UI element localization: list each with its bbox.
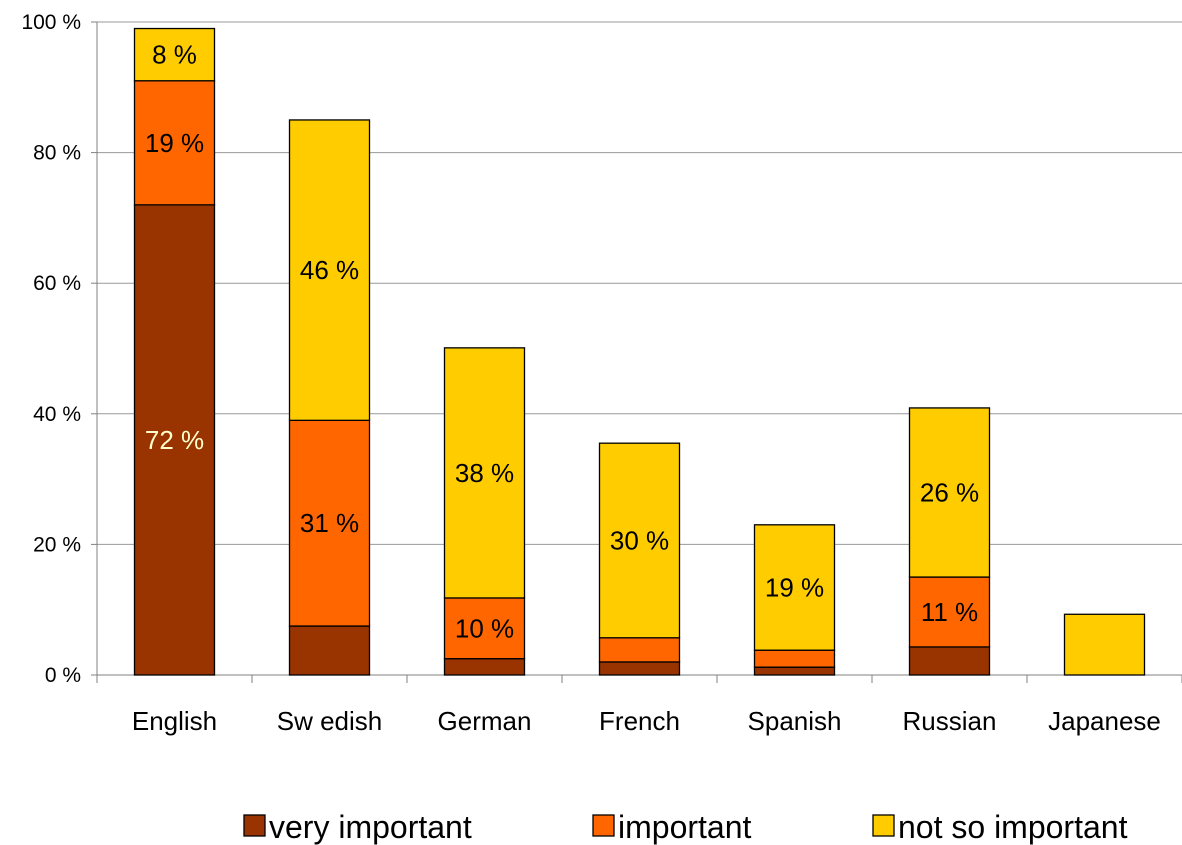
data-label-english-important: 19 % — [145, 128, 204, 158]
data-labels: 72 % 19 % 8 % 31 % 46 % 10 % 38 % 30 % 19 % 11 % 2… — [145, 40, 979, 644]
legend-swatch-not-so-important — [872, 814, 895, 837]
y-tick-label-20: 20 % — [33, 533, 81, 556]
bar-sw-edish-not-so-important — [288, 119, 371, 421]
bars — [133, 27, 1146, 676]
bar-spanish-very-important — [753, 666, 836, 676]
bar-russian-very-important — [908, 646, 991, 676]
y-tick-label-80: 80 % — [33, 142, 81, 165]
y-axis-tick-labels: 0 % 20 % 40 % 60 % 80 % 100 % — [21, 11, 97, 687]
bar-french-not-so-important — [598, 442, 681, 639]
bar-german-important — [443, 597, 526, 660]
x-category-label-russian: Russian — [903, 706, 997, 736]
x-category-label-french: French — [599, 706, 680, 736]
data-label-spanish-not-so-important: 19 % — [765, 572, 824, 602]
y-tick-label-0: 0 % — [45, 664, 81, 687]
data-label-french-not-so-important: 30 % — [610, 525, 669, 555]
data-label-russian-not-so-important: 26 % — [920, 477, 979, 507]
bar-english-not-so-important — [133, 27, 216, 82]
legend-label-important: important — [618, 809, 752, 845]
bar-japanese-not-so-important — [1063, 613, 1146, 676]
bar-english-very-important — [133, 204, 216, 676]
bar-german-not-so-important — [443, 347, 526, 599]
bar-russian-not-so-important — [908, 407, 991, 578]
legend-swatch-important — [592, 814, 615, 837]
x-category-label-japanese: Japanese — [1048, 706, 1161, 736]
bar-spanish-important — [753, 649, 836, 668]
data-label-sw-edish-not-so-important: 46 % — [300, 255, 359, 285]
legend-label-not-so-important: not so important — [898, 809, 1128, 845]
legend-label-very-important: very important — [269, 809, 472, 845]
data-label-sw-edish-important: 31 % — [300, 508, 359, 538]
data-label-german-not-so-important: 38 % — [455, 458, 514, 488]
bar-english-important — [133, 80, 216, 206]
data-label-english-not-so-important: 8 % — [152, 40, 197, 70]
bar-russian-important — [908, 576, 991, 648]
data-label-german-important: 10 % — [455, 613, 514, 643]
data-label-english-very-important: 72 % — [145, 425, 204, 455]
bar-sw-edish-very-important — [288, 625, 371, 676]
legend-swatch-very-important — [243, 814, 266, 837]
bar-french-very-important — [598, 661, 681, 676]
x-axis-category-labels: English Sw edish German French Spanish Russia… — [132, 706, 1161, 736]
x-category-label-german: German — [438, 706, 532, 736]
gridlines — [97, 21, 1182, 545]
legend: very important important not so important — [243, 809, 1128, 845]
x-category-label-spanish: Spanish — [748, 706, 842, 736]
y-tick-label-60: 60 % — [33, 272, 81, 295]
y-tick-label-40: 40 % — [33, 403, 81, 426]
data-label-russian-important: 11 % — [921, 597, 978, 627]
bar-french-important — [598, 637, 681, 663]
bar-spanish-not-so-important — [753, 524, 836, 651]
y-tick-label-100: 100 % — [21, 11, 81, 34]
x-category-label-sw-edish: Sw edish — [277, 706, 383, 736]
bar-german-very-important — [443, 658, 526, 676]
x-category-label-english: English — [132, 706, 217, 736]
bar-sw-edish-important — [288, 419, 371, 627]
